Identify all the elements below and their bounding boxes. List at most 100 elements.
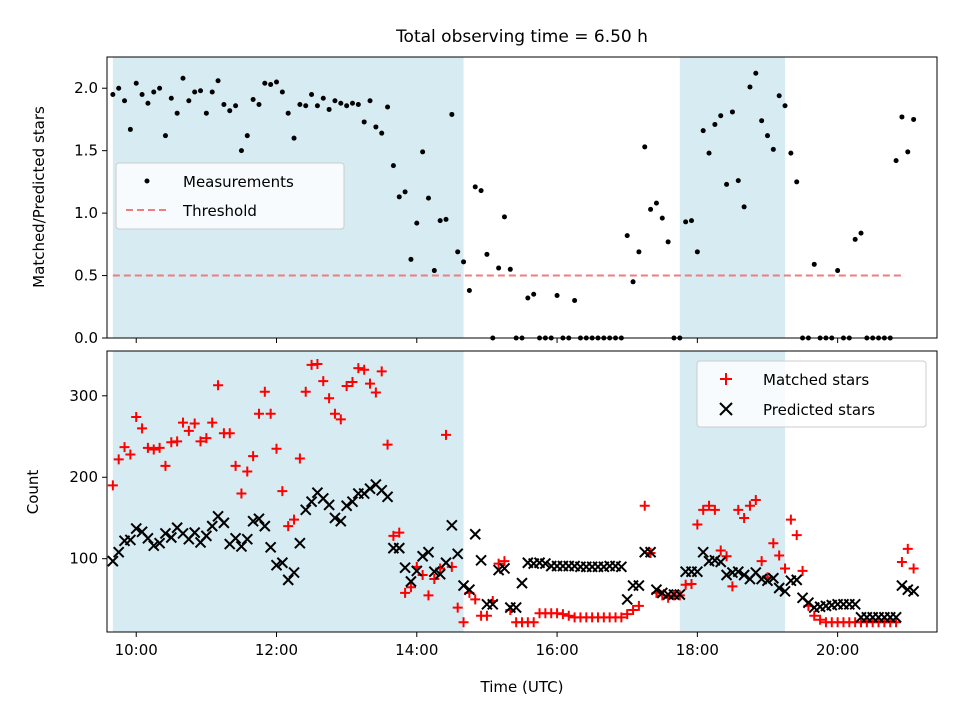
measurement-point [776,93,782,99]
matched-star-point [481,610,492,621]
predicted-star-point [300,504,312,516]
predicted-star-point [715,556,727,568]
matched-star-point [639,500,650,511]
measurement-point [402,189,408,195]
legend-threshold-label: Threshold [182,202,257,220]
measurement-point [811,261,817,267]
measurement-point [572,298,578,304]
matched-star-point [329,408,340,419]
matched-star-point [616,612,627,623]
measurement-point [431,268,437,274]
measurement-point [203,110,209,116]
measurement-point [338,100,344,106]
predicted-star-point [451,548,464,560]
matched-star-point [213,380,224,391]
predicted-star-point [130,522,142,535]
predicted-star-point [498,562,511,575]
measurement-point [764,133,770,139]
legend-predicted-label: Predicted stars [763,401,875,419]
matched-star-point [715,545,726,556]
matched-star-point [376,366,387,377]
measurement-point [729,109,735,115]
y-tick-label: 100 [69,550,98,568]
matched-star-point [441,429,452,440]
measurement-point [501,214,507,220]
predicted-star-point [346,495,359,508]
measurement-point [911,116,917,122]
matched-star-point [780,563,791,574]
measurement-point [209,89,215,95]
measurement-point [314,103,320,109]
measurement-point [689,218,695,224]
matched-star-point [896,556,907,567]
matched-star-point [750,495,761,506]
top-legend: Measurements Threshold [115,162,345,230]
matched-star-point [154,442,165,453]
matched-star-point [686,578,697,589]
predicted-star-point [107,555,119,567]
predicted-star-point [124,534,137,546]
predicted-star-point [416,550,429,562]
measurement-point [724,181,730,187]
predicted-star-point [890,611,902,624]
measurement-point [385,104,391,110]
predicted-star-point [305,495,318,508]
matched-star-point [739,512,750,523]
predicted-star-point [469,528,481,540]
matched-star-point [733,504,744,515]
matched-star-point [300,386,311,397]
matched-star-point [370,387,381,398]
predicted-star-point [907,585,920,597]
measurement-point [899,114,905,120]
matched-star-point [294,453,305,464]
matched-star-point [189,418,200,429]
matched-star-point [107,480,118,491]
predicted-star-point [259,520,271,532]
measurement-point [449,111,455,117]
measurement-point [630,279,636,285]
measurement-point [461,259,467,265]
measurement-point [157,85,163,91]
matched-star-point [785,514,796,525]
measurement-point [268,81,274,87]
measurement-point [782,103,788,109]
predicted-star-point [440,557,452,569]
matched-star-point [633,600,644,611]
matched-star-point [768,538,779,549]
matched-star-point [902,543,913,554]
measurement-point [279,89,285,95]
predicted-star-point [791,574,803,586]
matched-star-point [557,609,568,620]
measurement-point [162,133,168,139]
y-tick-label: 300 [69,387,98,405]
x-tick-label: 12:00 [255,641,298,659]
predicted-star-point [200,530,213,542]
matched-star-point [335,414,346,425]
measurement-point [683,219,689,225]
matched-star-point [236,488,247,499]
measurement-point [759,118,765,124]
predicted-star-point [633,579,645,592]
predicted-star-point [767,572,780,584]
measurement-point [694,249,700,255]
predicted-star-point [335,515,347,527]
measurement-point [215,78,221,84]
predicted-star-point [405,575,417,588]
measurement-point [455,249,461,255]
matched-star-point [265,408,276,419]
predicted-star-point [773,582,785,594]
y-tick-label: 0.0 [74,329,98,347]
matched-star-point [148,444,159,455]
legend-measurements-marker [144,178,150,184]
measurement-point [472,184,478,190]
measurement-point [788,150,794,156]
predicted-star-point [697,546,709,558]
measurement-point [484,251,490,257]
measurement-point [174,110,180,116]
predicted-star-point [235,540,248,553]
predicted-star-point [247,515,259,527]
matched-star-point [341,381,352,392]
matched-star-point [791,530,802,541]
measurement-point [712,121,718,127]
matched-star-point [797,565,808,576]
